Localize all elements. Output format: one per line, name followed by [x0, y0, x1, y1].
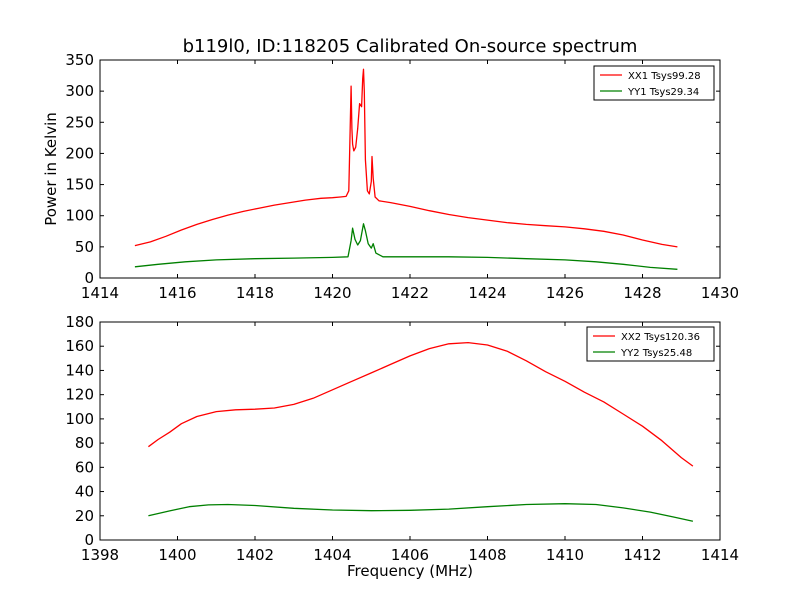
x-tick-label: 1426: [546, 284, 584, 302]
y-tick-label: 100: [65, 410, 94, 428]
x-tick-label: 1428: [623, 284, 661, 302]
y-tick-label: 20: [75, 507, 94, 525]
series-line-xx2: [148, 341, 694, 467]
figure-title: b119l0, ID:118205 Calibrated On-source s…: [183, 36, 638, 57]
x-tick-label: 1400: [158, 546, 196, 564]
y-tick-label: 200: [65, 144, 94, 162]
bottom-panel: 1398 1400 1402 1404 1406 1408 1410 1412 1414 0 20 4…: [65, 313, 739, 564]
x-tick-label: 1422: [391, 284, 429, 302]
x-tick-label: 1412: [623, 546, 661, 564]
x-tick-label: 1430: [701, 284, 739, 302]
series-line-yy1: [134, 223, 678, 270]
y-tick-label: 80: [75, 434, 94, 452]
x-tick-label: 1402: [236, 546, 274, 564]
x-tick-label: 1404: [313, 546, 351, 564]
legend-box: [586, 326, 715, 362]
x-tick-label: 1414: [701, 546, 739, 564]
y-tick-label: 350: [65, 51, 94, 69]
legend-label: XX1 Tsys99.28: [628, 71, 701, 82]
y-tick-label: 160: [65, 337, 94, 355]
y-tick-label: 100: [65, 207, 94, 225]
y-tick-label: 50: [75, 238, 94, 256]
series-line-xx1: [134, 68, 678, 248]
x-axis-label: Frequency (MHz): [347, 562, 473, 580]
y-tick-label: 40: [75, 483, 94, 501]
x-tick-label: 1414: [81, 284, 119, 302]
x-tick-label: 1408: [468, 546, 506, 564]
legend-label: YY1 Tsys29.34: [627, 87, 699, 98]
legend-label: XX2 Tsys120.36: [621, 332, 700, 343]
x-tick-label: 1424: [468, 284, 506, 302]
y-tick-label: 250: [65, 113, 94, 131]
x-tick-label: 1416: [158, 284, 196, 302]
x-tick-label: 1406: [391, 546, 429, 564]
y-tick-label: 180: [65, 313, 94, 331]
x-tick-label: 1398: [81, 546, 119, 564]
y-tick-label: 300: [65, 82, 94, 100]
x-tick-label: 1418: [236, 284, 274, 302]
y-tick-label: 0: [84, 531, 94, 549]
legend-label: YY2 Tsys25.48: [620, 348, 692, 359]
legend-box: [593, 65, 715, 101]
y-tick-label: 60: [75, 458, 94, 476]
series-line-yy2: [148, 503, 694, 522]
y-axis-label: Power in Kelvin: [42, 112, 60, 226]
y-tick-label: 0: [84, 269, 94, 287]
y-tick-label: 120: [65, 386, 94, 404]
x-tick-label: 1410: [546, 546, 584, 564]
y-tick-label: 140: [65, 361, 94, 379]
x-tick-label: 1420: [313, 284, 351, 302]
y-tick-label: 150: [65, 176, 94, 194]
top-panel: 1414 1416 1418 1420 1422 1424 1426 1428 1430 0 50 1…: [65, 51, 739, 302]
